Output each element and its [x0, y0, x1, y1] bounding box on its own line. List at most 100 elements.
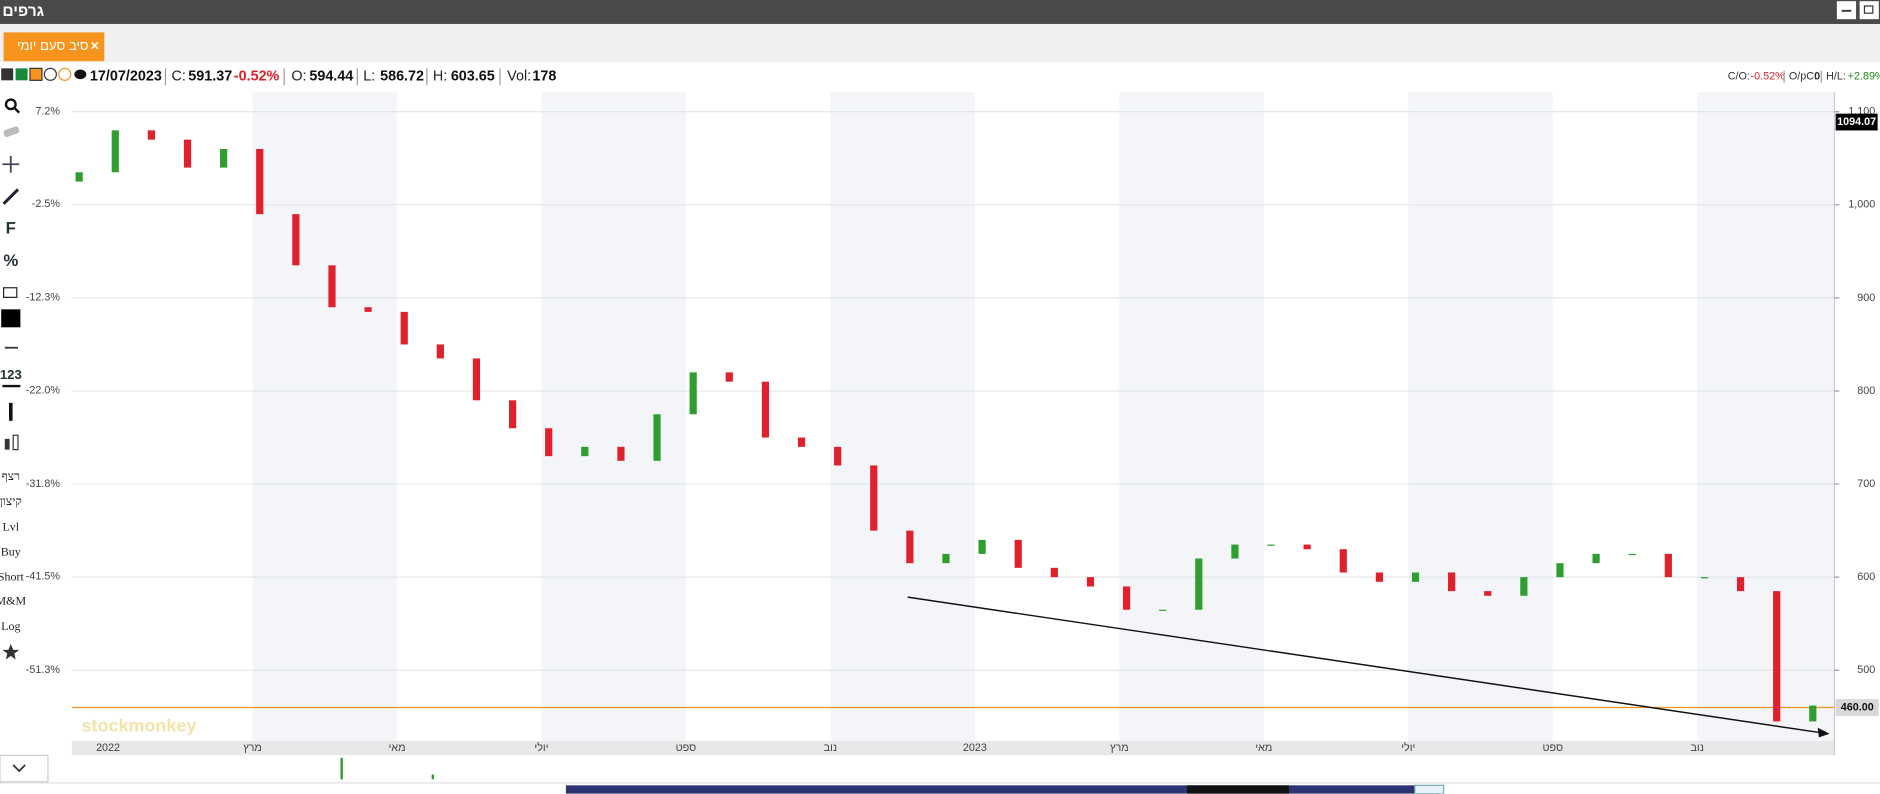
candle [1086, 577, 1095, 587]
tab-label: סיב סעם יומי [17, 38, 89, 53]
candle [689, 372, 697, 415]
title-bar [0, 0, 1880, 24]
y2-tick-label: 7.2% [35, 106, 60, 118]
candle [292, 214, 300, 266]
toolbar-item[interactable]: Lvl [2, 519, 19, 533]
watermark: stockmonkey [82, 715, 197, 735]
candle [220, 148, 228, 168]
zoom-tool[interactable] [4, 98, 17, 111]
quote-volume: 178 [532, 69, 556, 85]
candle [75, 172, 83, 182]
x-tick-label: נוב [1690, 742, 1703, 754]
x-tick-label: יולי [1401, 742, 1415, 754]
banner-close[interactable] [1414, 784, 1445, 794]
y-tick-label: 800 [1857, 385, 1875, 397]
candle [1339, 549, 1347, 573]
stat-label: C/O: [1728, 71, 1750, 83]
toolbar-item[interactable]: רצף [2, 469, 20, 483]
candle-tool [12, 434, 19, 451]
toolbar-item[interactable]: F [6, 218, 16, 237]
candle [1231, 544, 1239, 559]
candle [653, 414, 661, 461]
quote-label: Vol: [507, 69, 531, 85]
candle [797, 437, 806, 447]
month-band [830, 92, 975, 741]
y2-tick-label: -31.8% [26, 478, 61, 490]
candle [1014, 539, 1022, 568]
level-box [1835, 699, 1879, 716]
candle [1484, 591, 1492, 596]
tab-bar [0, 23, 1880, 63]
x-tick-label: מרץ [1110, 742, 1129, 754]
quote-label: H: [433, 69, 447, 85]
candle [1809, 705, 1817, 722]
edit-tool[interactable] [2, 287, 18, 298]
toolbar-item[interactable]: 123 [0, 367, 22, 382]
y2-tick-label: -51.3% [26, 664, 61, 676]
candle [1122, 586, 1131, 610]
x-tick-label: מאי [1255, 742, 1272, 754]
last-value-box [1835, 113, 1878, 131]
candle [183, 139, 192, 168]
quote-date: 17/07/2023 [90, 69, 162, 85]
plot [71, 130, 1835, 722]
tool-icon[interactable] [1, 68, 14, 81]
candle [508, 400, 517, 429]
quote-label: O: [291, 69, 306, 85]
toolbar-item[interactable]: M&M [0, 594, 26, 608]
candle [1556, 563, 1564, 578]
x-tick-label: ספט [1542, 742, 1563, 754]
tool-icon[interactable] [58, 67, 72, 81]
y-tick-label: 700 [1857, 478, 1875, 490]
color-tool[interactable] [1, 309, 21, 328]
toolbar-item[interactable]: Log [1, 619, 20, 633]
candle [725, 372, 733, 382]
candle [1303, 544, 1311, 550]
candle [978, 539, 986, 554]
candle-tool[interactable] [4, 438, 10, 450]
tool-icon[interactable] [15, 68, 28, 81]
y-tick-label: 900 [1857, 292, 1875, 304]
restore-button[interactable] [1859, 1, 1879, 20]
toolbar-item[interactable]: Buy [1, 544, 21, 558]
y2-tick-label: -41.5% [26, 571, 61, 583]
month-band [1119, 92, 1264, 741]
candle [834, 446, 842, 466]
tool-icon[interactable] [43, 67, 57, 81]
candle [147, 130, 155, 140]
candle [256, 148, 264, 215]
tool-icon[interactable] [29, 67, 43, 81]
window-title: גרפים [2, 3, 44, 20]
toolbar-item[interactable]: קיצון [0, 494, 22, 508]
quote-low: 586.72 [380, 69, 424, 85]
tab-close[interactable]: × [91, 39, 99, 55]
y-tick-label: 1,100 [1848, 106, 1875, 118]
candle [1628, 553, 1636, 556]
candle [328, 265, 336, 308]
collapse-button[interactable] [0, 754, 49, 783]
candle [870, 465, 878, 531]
y2-tick-label: -22.0% [26, 384, 61, 396]
tool-icon[interactable] [74, 69, 87, 80]
eraser-tool[interactable] [3, 126, 20, 138]
toolbar-item[interactable]: Short [0, 570, 24, 584]
candle [1050, 567, 1058, 578]
trend-line [907, 596, 1821, 734]
stat-label: H/L: [1826, 71, 1846, 83]
candle [1736, 577, 1745, 592]
tab[interactable] [3, 32, 105, 62]
candle [761, 381, 769, 438]
candle [545, 428, 553, 457]
crosshair-tool[interactable] [2, 155, 20, 173]
quote-change: -0.52% [234, 69, 280, 85]
quote-close: 591.37 [188, 69, 232, 85]
month-band [541, 92, 686, 741]
toolbar-item[interactable]: % [3, 251, 18, 270]
y-tick-label: 600 [1857, 571, 1875, 583]
stat-label: O/pC: [1789, 71, 1817, 83]
x-tick-label: מרץ [243, 742, 262, 754]
pen-tool[interactable] [2, 188, 20, 205]
collapse-icon [12, 764, 26, 773]
favorite-tool[interactable] [2, 643, 20, 660]
